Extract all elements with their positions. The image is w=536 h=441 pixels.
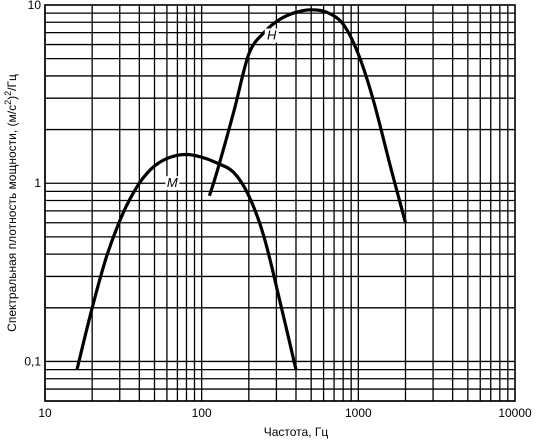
series-line: [207, 8, 408, 224]
x-axis-label: Частота, Гц: [264, 425, 329, 439]
y-axis-label-suffix: ): [5, 96, 19, 100]
curves: МН: [75, 8, 408, 370]
x-tick-label: 100: [192, 406, 212, 420]
y-tick-label: 1: [34, 176, 41, 190]
series-line: [75, 152, 298, 370]
y-tick-label: 0,1: [24, 354, 41, 368]
y-axis-label: Спектральная плотность мощности, (м/с2)2…: [3, 74, 19, 332]
y-tick-label: 10: [28, 0, 42, 12]
curve-label-background: [165, 176, 180, 191]
curve-label-background: [264, 28, 279, 43]
plot-frame: [44, 4, 516, 402]
curve-label: Н: [267, 28, 277, 43]
x-tick-label: 10: [38, 406, 52, 420]
y-axis-label-end: /Гц: [5, 74, 19, 91]
x-tick-label: 10000: [498, 406, 532, 420]
x-tick-label: 1000: [345, 406, 372, 420]
y-axis-label-prefix: Спектральная плотность мощности, (м/с: [5, 105, 19, 332]
y-axis-label-sup: 2: [3, 100, 13, 105]
y-axis-label-sup2: 2: [3, 91, 13, 96]
grid: [44, 5, 515, 402]
curve-label: М: [167, 175, 178, 190]
tick-labels: 10 100 1000 10000 0,1 1 10: [24, 0, 532, 420]
